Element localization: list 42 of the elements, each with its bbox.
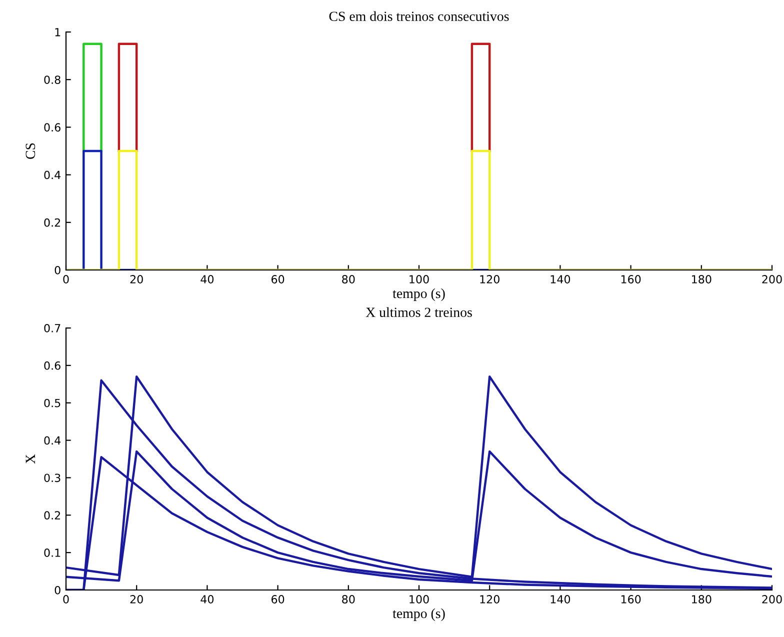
y-tick-label: 0.7: [44, 324, 60, 332]
x-tick-label: 80: [342, 595, 355, 604]
y-tick-label: 0.2: [44, 511, 60, 520]
y-tick-label: 0: [54, 266, 60, 274]
x-tick-label: 80: [342, 275, 355, 284]
x-tick-label: 140: [550, 595, 570, 604]
y-tick-label: 0.8: [44, 76, 60, 84]
x-tick-label: 160: [621, 275, 641, 284]
y-tick-label: 0.4: [44, 170, 61, 180]
x-tick-label: 100: [410, 275, 429, 284]
x-tick-label: 60: [272, 595, 284, 604]
x-tick-label: 120: [480, 595, 500, 604]
x-tick-label: 180: [692, 275, 712, 284]
x-tick-label: 60: [272, 275, 284, 284]
y-tick-label: 1: [55, 28, 60, 36]
x-tick-label: 140: [550, 275, 570, 284]
x-tick-label: 40: [200, 595, 214, 604]
x-tick-label: 0: [63, 275, 69, 284]
x-axis-title: tempo (s): [392, 288, 445, 301]
y-tick-label: 0.2: [44, 218, 60, 227]
x-tick-label: 20: [130, 595, 143, 604]
y-axis-title: X: [26, 454, 35, 464]
y-tick-label: 0: [54, 586, 60, 594]
y-tick-label: 0.6: [44, 123, 60, 132]
y-tick-label: 0.3: [44, 474, 60, 482]
x-tick-label: 100: [410, 595, 429, 604]
chart-title: X ultimos 2 treinos: [366, 307, 472, 318]
y-tick-label: 0.6: [44, 361, 60, 370]
x-tick-label: 40: [200, 275, 214, 284]
y-tick-label: 0.4: [44, 436, 61, 445]
x-tick-label: 200: [762, 595, 782, 604]
y-tick-label: 0.1: [44, 548, 60, 557]
y-tick-label: 0.5: [44, 398, 60, 408]
x-tick-label: 120: [480, 275, 500, 284]
y-axis-title: CS: [26, 143, 36, 159]
x-tick-label: 0: [63, 595, 69, 604]
x-tick-label: 200: [762, 275, 782, 284]
x-tick-label: 180: [692, 595, 712, 604]
x-tick-label: 20: [130, 275, 143, 284]
chart-title: CS em dois treinos consecutivos: [329, 11, 509, 22]
x-axis-title: tempo (s): [392, 608, 445, 621]
x-tick-label: 160: [621, 595, 641, 604]
